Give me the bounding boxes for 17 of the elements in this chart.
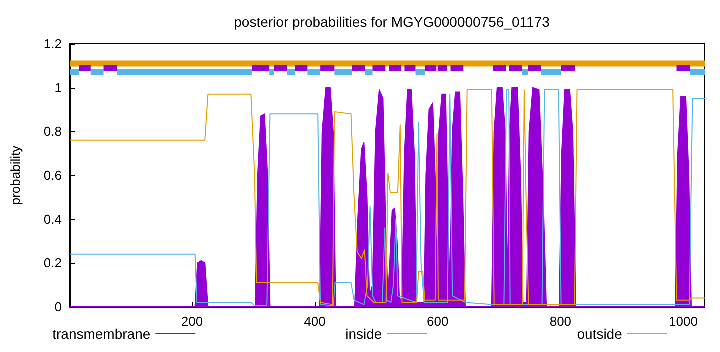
y-axis-title: probability (8, 145, 23, 206)
x-tick-label: 1000 (669, 314, 698, 329)
y-tick-label: 0.2 (44, 256, 62, 271)
x-tick-label: 600 (427, 314, 449, 329)
chart-title: posterior probabilities for MGYG000000756_01173 (234, 14, 550, 30)
y-tick-label: 1 (54, 80, 62, 96)
y-tick-label: 1.2 (44, 36, 62, 52)
legend-label: inside (346, 326, 382, 342)
x-tick-label: 800 (550, 314, 572, 329)
y-tick-label: 0 (54, 300, 62, 314)
x-tick-label: 400 (304, 314, 326, 329)
x-tick-label: 200 (181, 314, 204, 329)
y-tick-label: 0.6 (44, 168, 62, 183)
y-tick-label: 0.4 (44, 212, 62, 227)
legend-label: transmembrane (52, 326, 151, 342)
y-tick-label: 0.8 (44, 124, 62, 140)
legend-label: outside (577, 326, 623, 342)
